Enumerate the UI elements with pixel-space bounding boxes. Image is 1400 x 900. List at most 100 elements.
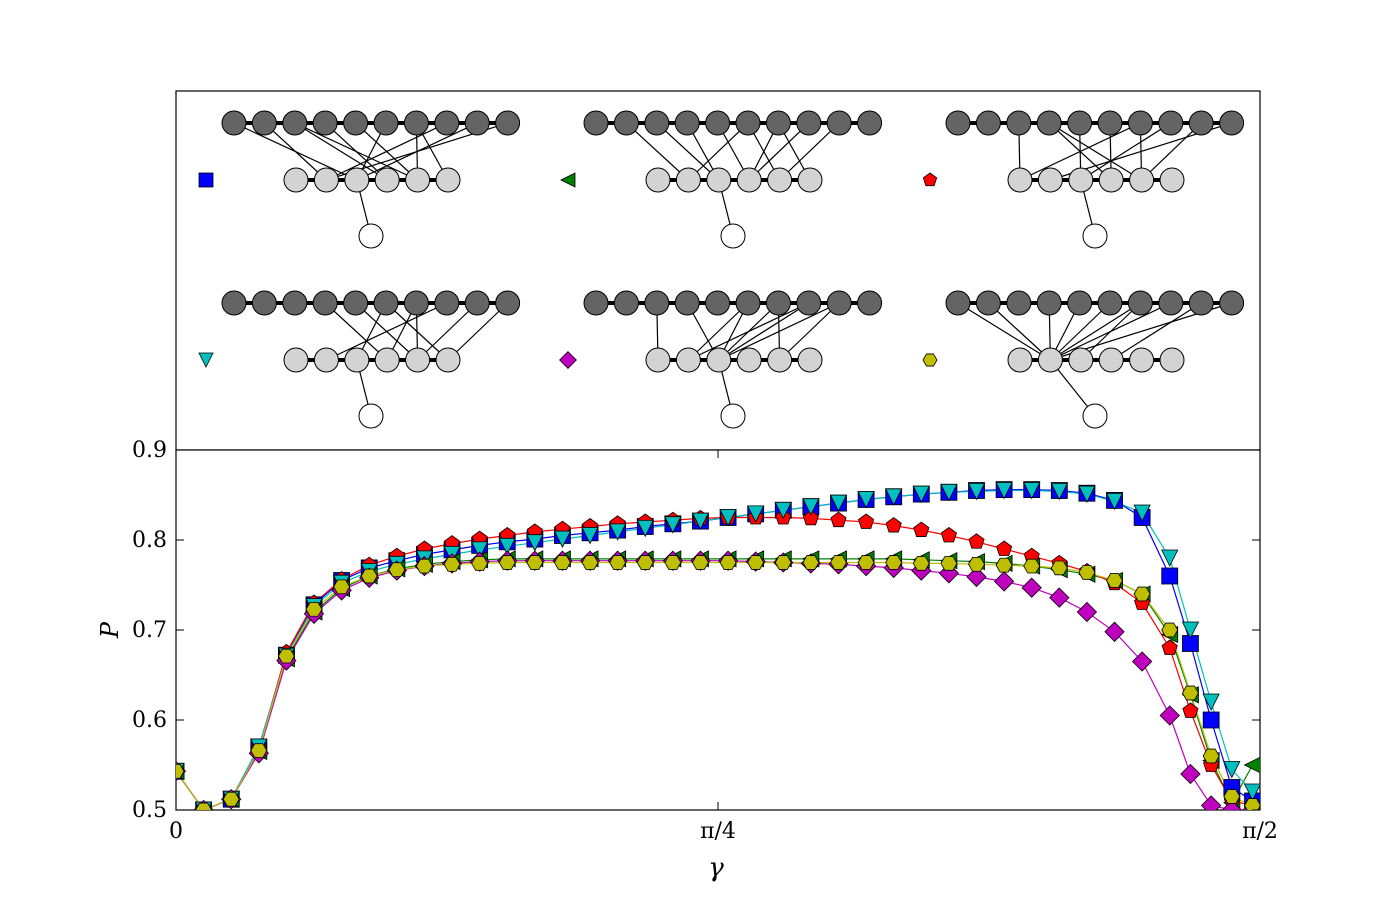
- input-node: [583, 290, 609, 316]
- data-point: [940, 483, 958, 502]
- data-point: [1243, 756, 1260, 774]
- input-node: [945, 290, 971, 316]
- data-point: [1023, 558, 1041, 574]
- input-node: [705, 290, 731, 316]
- input-node: [464, 290, 490, 316]
- network-edge: [957, 302, 1051, 361]
- data-point: [250, 743, 268, 758]
- hidden-node: [1037, 347, 1063, 373]
- input-node: [1219, 290, 1245, 316]
- network-diagram: [922, 110, 1245, 249]
- hidden-node: [1159, 347, 1185, 373]
- data-point: [553, 530, 572, 548]
- input-node: [857, 290, 883, 316]
- data-point: [1181, 685, 1199, 701]
- data-point: [913, 521, 930, 537]
- hidden-node: [675, 347, 701, 373]
- data-point: [1106, 573, 1123, 588]
- hidden-node: [1129, 347, 1155, 373]
- network-diagram: [198, 110, 521, 249]
- data-point: [1161, 549, 1179, 567]
- data-point: [636, 519, 654, 538]
- network-edge: [1080, 122, 1172, 181]
- data-point: [470, 541, 489, 559]
- data-point: [526, 534, 544, 552]
- output-node: [720, 403, 746, 429]
- y-axis-label: P: [96, 621, 124, 639]
- input-node: [1036, 110, 1062, 136]
- data-point: [664, 555, 682, 570]
- input-node: [1097, 290, 1123, 316]
- network-edge: [1019, 122, 1141, 181]
- network-edge: [718, 302, 810, 361]
- input-node: [434, 110, 460, 136]
- data-point: [996, 540, 1013, 556]
- data-point: [1181, 621, 1200, 639]
- legend-marker: [198, 172, 214, 188]
- data-point: [1076, 601, 1098, 623]
- hidden-node: [736, 167, 762, 193]
- data-point: [995, 482, 1013, 500]
- data-point: [1133, 586, 1151, 602]
- hidden-node: [767, 167, 793, 193]
- network-edge: [1050, 302, 1141, 361]
- network-edge: [1049, 302, 1111, 361]
- data-point: [1161, 639, 1178, 655]
- y-tick-label: 0.6: [132, 708, 167, 733]
- hidden-node: [797, 167, 823, 193]
- network-diagram: [922, 290, 1245, 429]
- input-node: [1188, 290, 1214, 316]
- network-edge: [294, 122, 388, 181]
- input-node: [282, 110, 308, 136]
- hidden-node: [1007, 167, 1033, 193]
- input-node: [251, 290, 277, 316]
- data-point: [968, 556, 985, 572]
- x-tick-label: π/4: [700, 819, 736, 844]
- plot-area: 0 π/4 π/2 0.5 0.6 0.7 0.8 0.9: [132, 438, 1278, 844]
- data-point: [802, 498, 820, 516]
- network-edge: [779, 302, 840, 361]
- data-point: [940, 527, 957, 543]
- data-point: [664, 516, 682, 534]
- series-layer: [176, 481, 1260, 810]
- data-point: [388, 562, 406, 578]
- data-point: [526, 555, 544, 570]
- hidden-node: [675, 167, 701, 193]
- input-node: [765, 110, 791, 136]
- network-edge: [987, 302, 1051, 361]
- input-node: [495, 290, 521, 316]
- legend-marker: [559, 351, 577, 369]
- inset-frame: [175, 90, 1261, 451]
- data-point: [360, 568, 378, 584]
- data-point: [1078, 565, 1096, 580]
- input-node: [613, 110, 639, 136]
- legend-marker: [560, 172, 576, 188]
- network-diagram: [560, 110, 883, 249]
- network-edge: [326, 302, 448, 361]
- hidden-node: [405, 347, 431, 373]
- data-point: [1202, 711, 1220, 729]
- network-edge: [779, 122, 840, 181]
- hidden-node: [736, 347, 762, 373]
- plot-frame: [175, 449, 1261, 811]
- input-node: [1188, 110, 1214, 136]
- data-point: [830, 555, 847, 570]
- data-point: [1050, 560, 1068, 576]
- data-point: [1223, 789, 1241, 804]
- input-node: [1036, 290, 1062, 316]
- data-point: [966, 566, 987, 588]
- hidden-node: [405, 167, 431, 193]
- input-node: [1219, 110, 1245, 136]
- hidden-node: [374, 167, 400, 193]
- hidden-node: [344, 347, 370, 373]
- input-node: [705, 110, 731, 136]
- data-point: [1078, 485, 1096, 503]
- hidden-node: [313, 167, 339, 193]
- data-point: [912, 556, 930, 571]
- y-tick-label: 0.9: [132, 438, 167, 463]
- data-point: [471, 556, 489, 571]
- input-node: [373, 110, 399, 136]
- data-point: [829, 494, 848, 512]
- input-node: [826, 110, 852, 136]
